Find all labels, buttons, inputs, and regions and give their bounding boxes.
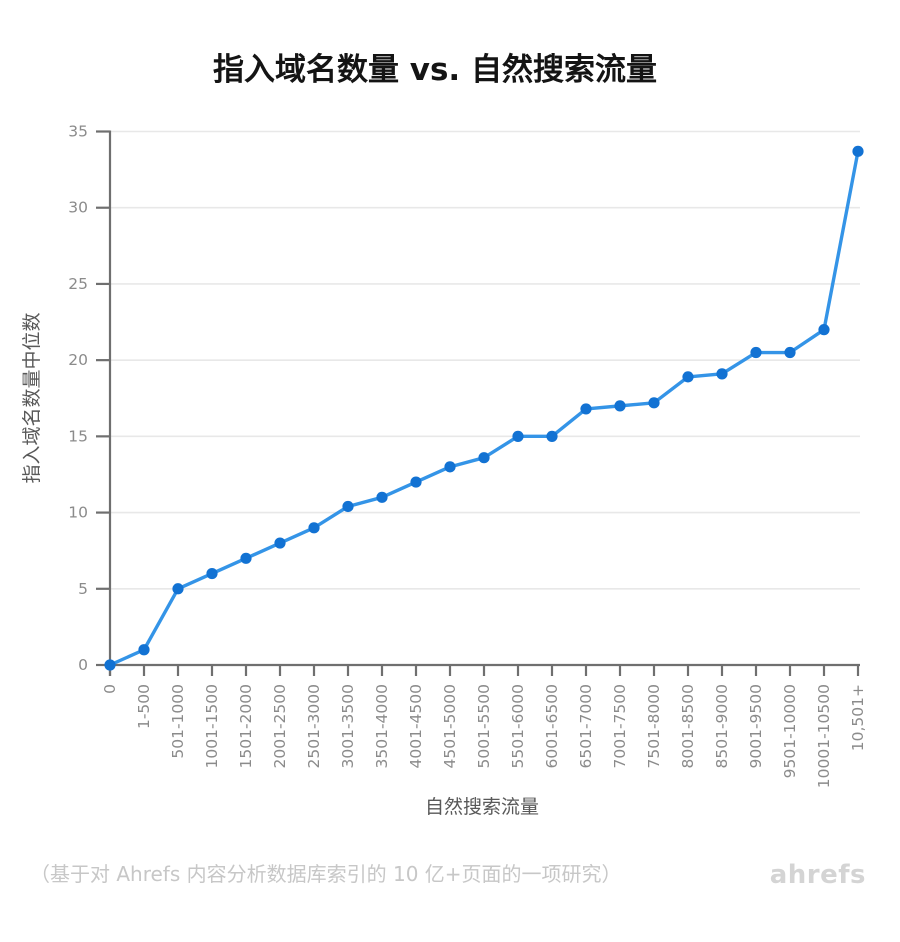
x-tick-label: 1001-1500 bbox=[203, 684, 221, 769]
x-tick-label: 7501-8000 bbox=[645, 684, 663, 769]
x-tick-label: 7001-7500 bbox=[611, 684, 629, 769]
series-line bbox=[108, 149, 860, 667]
data-point bbox=[104, 659, 116, 671]
x-tick-label: 10001-10500 bbox=[815, 684, 833, 788]
data-point bbox=[172, 583, 184, 595]
x-tick-label: 9001-9500 bbox=[747, 684, 765, 769]
y-tick-label: 5 bbox=[78, 580, 88, 598]
x-tick-label: 3001-3500 bbox=[339, 684, 357, 769]
x-tick-label: 2501-3000 bbox=[305, 684, 323, 769]
data-point bbox=[852, 145, 864, 157]
data-point bbox=[444, 461, 456, 473]
data-point bbox=[784, 346, 796, 359]
y-tick-label: 10 bbox=[68, 504, 88, 522]
data-point bbox=[308, 522, 320, 534]
data-point bbox=[648, 397, 660, 409]
y-tick-label: 0 bbox=[78, 656, 88, 674]
x-tick-label: 1-500 bbox=[135, 684, 153, 729]
x-tick-label: 8501-9000 bbox=[713, 684, 731, 769]
x-tick-label: 8001-8500 bbox=[679, 684, 697, 769]
data-point bbox=[206, 567, 218, 580]
x-tick-label: 6001-6500 bbox=[543, 684, 561, 769]
footer-note: （基于对 Ahrefs 内容分析数据库索引的 10 亿+页面的一项研究） bbox=[30, 862, 622, 886]
x-tick-label: 9501-10000 bbox=[781, 684, 799, 778]
y-tick-label: 25 bbox=[68, 275, 88, 293]
x-tick-label: 5001-5500 bbox=[475, 684, 493, 769]
data-point bbox=[512, 430, 524, 442]
data-point bbox=[478, 452, 490, 464]
y-tick-label: 30 bbox=[68, 199, 88, 217]
x-tick-label: 5501-6000 bbox=[509, 684, 527, 769]
data-point bbox=[376, 491, 388, 503]
x-tick-label: 4001-4500 bbox=[407, 684, 425, 769]
plot-area: 0 5 10 15 20 25 30 35 0 1-500 501-1000 1001-1500 150… bbox=[68, 123, 867, 789]
data-point bbox=[580, 403, 592, 415]
data-point bbox=[546, 430, 558, 442]
data-point bbox=[716, 368, 728, 380]
x-axis-title: 自然搜索流量 bbox=[425, 796, 539, 818]
x-tick-label: 6501-7000 bbox=[577, 684, 595, 769]
x-tick-label: 10,501+ bbox=[849, 684, 867, 751]
data-point bbox=[342, 500, 354, 513]
data-point bbox=[240, 552, 252, 564]
x-tick-label: 3501-4000 bbox=[373, 684, 391, 769]
x-tick-label: 1501-2000 bbox=[237, 684, 255, 769]
data-point bbox=[818, 324, 830, 336]
data-point bbox=[614, 400, 626, 412]
y-tick-label: 15 bbox=[68, 427, 88, 445]
y-tick-label: 35 bbox=[68, 123, 88, 141]
data-point bbox=[750, 346, 762, 359]
data-point bbox=[138, 644, 150, 656]
y-axis-title: 指入域名数量中位数 bbox=[21, 312, 43, 483]
x-tick-label: 4501-5000 bbox=[441, 684, 459, 769]
chart-title: 指入域名数量 vs. 自然搜索流量 bbox=[213, 52, 657, 88]
data-point bbox=[410, 476, 422, 488]
x-tick-label: 501-1000 bbox=[169, 684, 187, 759]
data-point bbox=[682, 371, 694, 383]
x-tick-label: 0 bbox=[101, 684, 119, 694]
y-tick-label: 20 bbox=[68, 351, 88, 369]
ahrefs-logo: ahrefs bbox=[770, 860, 866, 890]
data-point bbox=[274, 537, 286, 549]
x-tick-label: 2001-2500 bbox=[271, 684, 289, 769]
